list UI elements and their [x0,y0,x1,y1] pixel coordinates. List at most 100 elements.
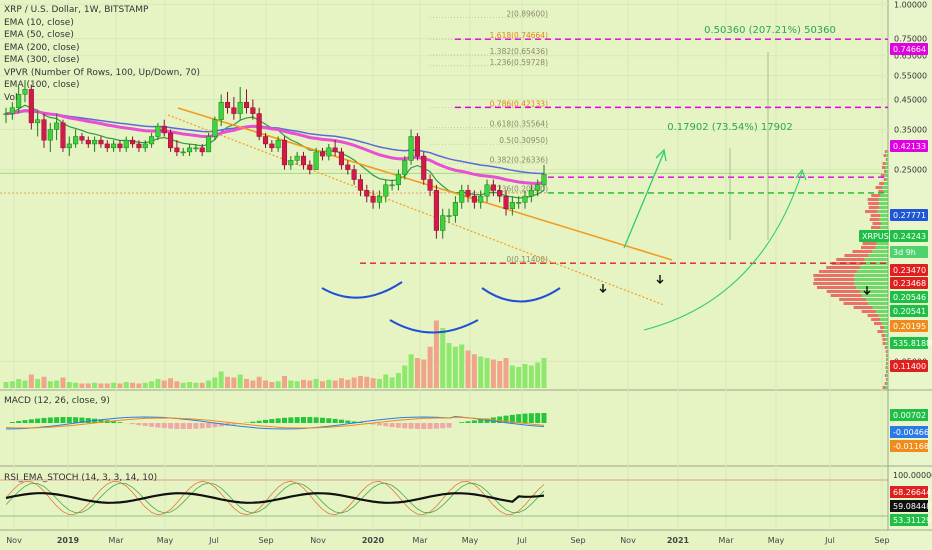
vpvr-bar-down [884,178,886,181]
macd-histogram-bar [440,423,445,428]
macd-histogram-bar [402,423,407,428]
macd-histogram-bar [117,422,122,423]
macd-histogram-bar [60,417,65,423]
price-tag: 3d 9h [890,246,928,258]
volume-bar [231,378,236,389]
volume-bar [244,379,249,388]
x-tick-label: Sep [258,536,273,545]
candle-body [358,180,363,191]
legend-ema10[interactable]: EMA (10, close) [4,17,200,30]
vpvr-bar-up [883,330,888,333]
candle-body [4,114,9,115]
candle-body [162,126,167,133]
macd-histogram-bar [516,414,521,423]
vpvr-bar-up [887,158,888,161]
price-tag-label: 3d 9h [893,248,916,257]
volume-bar [288,381,293,389]
candle-body [308,165,313,170]
candle-body [327,148,332,156]
vpvr-bar-up [880,226,888,229]
macd-histogram-bar [415,423,420,429]
vpvr-bar-down [882,166,885,169]
vpvr-bar-up [887,370,888,373]
vpvr-bar-down [880,326,884,329]
volume-bar [371,378,376,388]
vpvr-bar-down [886,350,887,353]
vpvr-bar-up [865,258,888,261]
rsi-label[interactable]: RSI_EMA_STOCH (14, 3, 3, 14, 10) [4,473,157,483]
price-tag-label: 0.11400 [893,362,926,371]
vpvr-bar-up [887,150,888,153]
vpvr-bar-up [882,322,888,325]
volume-bar [377,379,382,388]
volume-bar [364,377,369,388]
macd-histogram-bar [22,420,27,423]
candle-body [244,102,249,108]
x-tick-label: Nov [620,536,636,545]
candle-body [289,160,294,164]
vpvr-bar-down [844,254,868,257]
vpvr-bar-down [879,182,884,185]
fib-label: 1.236(0.59728) [490,58,548,67]
volume-bar [35,379,40,388]
vpvr-bar-down [868,198,879,201]
vpvr-bar-up [886,386,888,389]
volume-bar [282,376,287,388]
macd-tag: 0.00702 [890,409,928,421]
symbol-title[interactable]: XRP / U.S. Dollar, 1W, BITSTAMP [4,4,200,17]
price-tag: 535.818M [890,337,932,349]
macd-histogram-bar [155,423,160,428]
legend-ema100[interactable]: EMA (100, close) [4,79,200,92]
volume-bar [396,373,401,388]
candle-body [428,180,433,191]
vpvr-bar-up [873,306,888,309]
volume-bar [60,378,65,389]
price-tag: 0.20541 [890,305,928,317]
candle-body [48,129,53,140]
macd-label[interactable]: MACD (12, 26, close, 9) [4,396,110,406]
candle-body [453,202,458,215]
volume-bar [453,347,458,388]
volume-bar [485,358,490,388]
volume-bar [504,358,509,388]
volume-bar [4,382,9,388]
vpvr-bar-down [883,342,886,345]
vpvr-bar-up [878,210,888,213]
candle-body [35,120,40,123]
rsi-tag-label: 100.00000 [893,471,932,480]
vpvr-bar-up [879,206,888,209]
vpvr-bar-down [871,214,881,217]
macd-histogram-bar [320,418,325,423]
price-tag: 0.74664 [890,43,928,55]
candle-body [339,152,344,165]
vpvr-bar-down [826,266,860,269]
vpvr-bar-down [877,330,883,333]
macd-histogram-bar [466,421,471,423]
vpvr-bar-up [887,362,888,365]
vpvr-bar-up [886,382,888,385]
vpvr-bar-down [814,278,855,281]
legend-vpvr[interactable]: VPVR (Number Of Rows, 100, Up/Down, 70) [4,67,200,80]
x-tick-label: Sep [570,536,585,545]
legend-vol[interactable]: Vol [4,92,200,105]
volume-bar [92,383,97,388]
macd-histogram-bar [29,419,34,423]
vpvr-bar-up [856,286,888,289]
vpvr-bar-up [885,166,888,169]
price-tag: 0.24243 [890,230,928,242]
legend-ema300[interactable]: EMA (300, close) [4,54,200,67]
legend-ema200[interactable]: EMA (200, close) [4,42,200,55]
macd-histogram-bar [295,417,300,423]
price-tag: 0.20546 [890,291,928,303]
candle-body [137,144,142,148]
vpvr-bar-down [865,210,878,213]
vpvr-bar-up [881,222,888,225]
volume-bar [212,378,217,389]
x-tick-label: Nov [310,536,326,545]
candle-body [67,144,72,148]
macd-histogram-bar [187,423,192,429]
volume-bar [409,354,414,388]
legend-ema50[interactable]: EMA (50, close) [4,29,200,42]
candle-body [168,133,173,148]
